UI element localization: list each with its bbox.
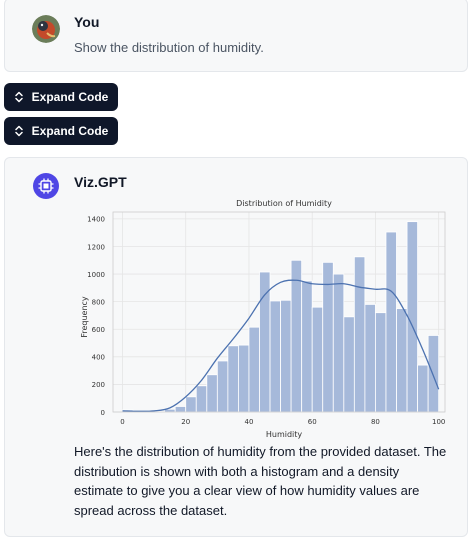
x-tick-label: 60: [308, 418, 317, 426]
y-tick-label: 800: [92, 298, 105, 306]
histogram-bar: [280, 299, 292, 413]
histogram-bar: [259, 271, 271, 413]
expand-code-label: Expand Code: [31, 90, 109, 104]
histogram-bar: [206, 374, 218, 413]
histogram-bar: [174, 406, 187, 413]
user-avatar: [32, 15, 60, 43]
histogram-bar: [364, 304, 376, 413]
histogram-bar: [301, 280, 313, 413]
histogram-bar: [185, 396, 197, 413]
chevron-up-down-icon: [14, 91, 24, 103]
histogram-bar: [216, 360, 229, 413]
plot-frame: [112, 211, 446, 413]
histogram-bar: [396, 308, 408, 413]
expand-code-button-1[interactable]: Expand Code: [4, 83, 118, 111]
user-author-name: You: [74, 14, 100, 30]
y-tick-label: 1200: [87, 243, 105, 251]
bot-author-name: Viz.GPT: [74, 174, 127, 190]
histogram-bar: [385, 231, 397, 413]
bird-avatar-icon: [32, 15, 60, 43]
x-tick-label: 40: [245, 418, 254, 426]
chart-title: Distribution of Humidity: [236, 199, 332, 208]
x-tick-label: 0: [120, 418, 124, 426]
x-axis-label: Humidity: [266, 430, 303, 439]
histogram-bar: [269, 300, 281, 413]
histogram-bar: [427, 335, 440, 413]
y-tick-label: 200: [92, 381, 105, 389]
histogram-bar: [227, 345, 239, 413]
user-message-card: You Show the distribution of humidity.: [4, 0, 468, 72]
expand-code-label: Expand Code: [31, 124, 109, 138]
histogram-bar: [417, 364, 429, 413]
histogram-bar: [290, 259, 303, 413]
y-axis-label: Frequency: [80, 296, 89, 338]
cpu-chip-icon: [33, 173, 59, 199]
histogram-bar: [406, 221, 418, 413]
histogram-bar: [332, 273, 345, 413]
histogram-bar: [343, 316, 355, 413]
histogram-bar: [311, 306, 324, 413]
chevron-up-down-icon: [14, 125, 24, 137]
y-tick-label: 600: [92, 326, 105, 334]
histogram-bar: [248, 326, 260, 413]
bot-message-text: Here's the distribution of humidity from…: [74, 444, 447, 518]
histogram-bar: [195, 385, 208, 413]
y-tick-label: 0: [101, 409, 105, 417]
histogram-bar: [353, 256, 366, 413]
bot-message-card: Viz.GPT Distribution of Humidity 0 200 400…: [4, 157, 468, 537]
humidity-histogram-chart: Distribution of Humidity 020040060080010…: [80, 199, 446, 439]
y-tick-label: 400: [92, 354, 105, 362]
x-tick-label: 20: [181, 418, 190, 426]
histogram-bar: [238, 344, 250, 413]
histogram-bar: [375, 312, 387, 413]
y-tick-label: 1400: [87, 216, 105, 224]
user-message-text: Show the distribution of humidity.: [74, 40, 264, 55]
x-tick-label: 100: [432, 418, 445, 426]
expand-code-button-2[interactable]: Expand Code: [4, 117, 118, 145]
kde-density-line: [122, 279, 440, 412]
y-tick-label: 1000: [87, 271, 105, 279]
x-tick-label: 80: [371, 418, 380, 426]
